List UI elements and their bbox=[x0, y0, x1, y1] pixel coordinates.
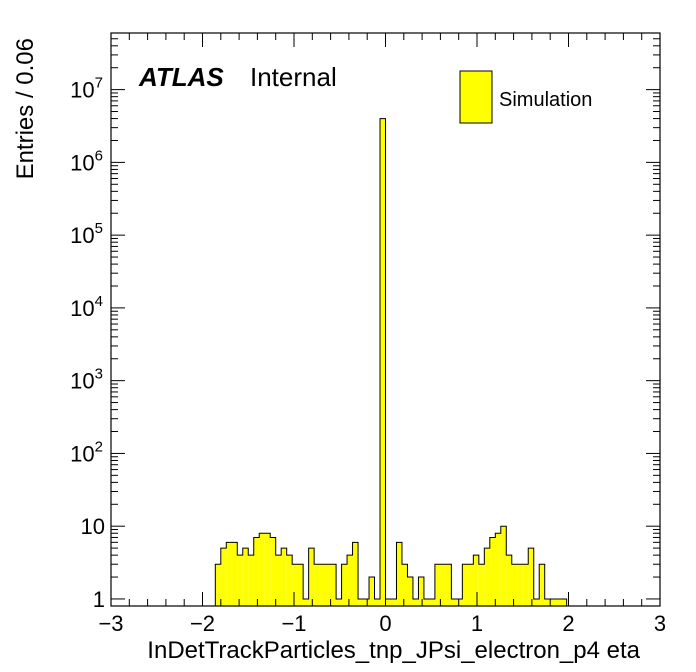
x-axis-title: InDetTrackParticles_tnp_JPsi_electron_p4… bbox=[147, 637, 640, 664]
histogram-bar bbox=[270, 537, 276, 606]
histogram-bar bbox=[451, 598, 457, 606]
histogram-bar bbox=[231, 542, 238, 606]
histogram-bar bbox=[506, 555, 512, 606]
histogram-bar bbox=[330, 564, 337, 606]
histogram-bar bbox=[423, 598, 430, 606]
histogram-bar bbox=[226, 542, 232, 606]
internal-label: Internal bbox=[250, 62, 337, 92]
histogram-bar bbox=[264, 533, 271, 606]
histogram-bar bbox=[473, 555, 479, 606]
histogram-bar bbox=[484, 548, 490, 606]
x-tick-label: −3 bbox=[98, 611, 123, 636]
histogram-bar bbox=[495, 533, 501, 606]
histogram-bar bbox=[561, 598, 567, 606]
histogram-bar bbox=[456, 598, 463, 606]
histogram-bar bbox=[390, 598, 397, 606]
y-tick-label: 105 bbox=[70, 220, 103, 248]
histogram-bar bbox=[358, 598, 364, 606]
x-tick-label: −2 bbox=[190, 611, 215, 636]
histogram-bar bbox=[281, 548, 287, 606]
histogram-bar bbox=[396, 542, 402, 606]
x-tick-labels: −3 −2 −1 0 1 2 3 bbox=[98, 611, 666, 636]
y-tick-label: 106 bbox=[70, 147, 103, 175]
histogram-bar bbox=[325, 564, 331, 606]
histogram-bar bbox=[550, 598, 556, 606]
histogram-bar bbox=[220, 548, 227, 606]
x-tick-label: 2 bbox=[562, 611, 574, 636]
histogram-bar bbox=[286, 555, 293, 606]
histogram-bar bbox=[347, 555, 353, 606]
histogram-bar bbox=[352, 542, 359, 606]
histogram-bar bbox=[528, 548, 534, 606]
histogram-bar bbox=[429, 598, 435, 606]
histogram-bar bbox=[237, 555, 243, 606]
histogram-bar bbox=[297, 564, 304, 606]
histogram-bar bbox=[533, 598, 540, 606]
histogram-bar bbox=[385, 598, 391, 606]
legend-label-simulation: Simulation bbox=[499, 89, 592, 111]
axis-ticks bbox=[110, 32, 661, 606]
histogram-bar bbox=[412, 598, 419, 606]
histogram-outline bbox=[214, 118, 568, 606]
y-tick-label: 102 bbox=[70, 438, 103, 466]
histogram-bar bbox=[248, 555, 254, 606]
histogram-bar bbox=[511, 564, 518, 606]
histogram-bar bbox=[522, 564, 529, 606]
histogram-bar bbox=[555, 598, 562, 606]
histogram-bar bbox=[369, 577, 375, 606]
histogram-bar bbox=[275, 555, 282, 606]
y-tick-label: 10 bbox=[81, 514, 105, 539]
histogram-bar bbox=[467, 564, 474, 606]
histogram-bar bbox=[292, 564, 298, 606]
histogram-bar bbox=[544, 598, 551, 606]
histogram-bar bbox=[374, 598, 381, 606]
y-tick-label: 107 bbox=[70, 75, 103, 103]
histogram-bar bbox=[440, 564, 446, 606]
histogram-bar bbox=[319, 564, 326, 606]
histogram-bar bbox=[308, 548, 315, 606]
histogram-bar bbox=[489, 537, 496, 606]
histogram-bar bbox=[341, 564, 348, 606]
y-axis-title: Entries / 0.06 bbox=[12, 38, 39, 179]
histogram-bar bbox=[401, 564, 408, 606]
histogram-bar bbox=[314, 564, 320, 606]
histogram-bar bbox=[434, 564, 441, 606]
y-tick-label: 104 bbox=[70, 293, 103, 321]
histogram-bar bbox=[363, 598, 370, 606]
histogram-bar bbox=[418, 577, 424, 606]
histogram-bar bbox=[380, 118, 386, 606]
histogram-bar bbox=[303, 598, 309, 606]
y-tick-label: 1 bbox=[93, 587, 105, 612]
legend: Simulation bbox=[459, 70, 592, 124]
histogram-bar bbox=[407, 577, 413, 606]
x-tick-label: 0 bbox=[379, 611, 391, 636]
y-tick-labels: 1 10 102 103 104 105 106 107 bbox=[70, 75, 105, 612]
x-tick-label: 1 bbox=[471, 611, 483, 636]
histogram-bar bbox=[462, 564, 468, 606]
atlas-label: ATLAS bbox=[138, 62, 224, 92]
histogram-bar bbox=[259, 533, 265, 606]
histogram-bar bbox=[445, 564, 452, 606]
histogram-bar bbox=[500, 526, 507, 606]
histogram-bar bbox=[336, 598, 342, 606]
histogram-bar bbox=[478, 564, 485, 606]
histogram-bar bbox=[539, 564, 545, 606]
histogram-bar bbox=[242, 548, 249, 606]
x-tick-label: −1 bbox=[281, 611, 306, 636]
histogram-bars bbox=[214, 118, 568, 606]
x-tick-label: 3 bbox=[654, 611, 666, 636]
y-tick-label: 103 bbox=[70, 366, 103, 394]
legend-swatch bbox=[459, 70, 493, 124]
histogram-bar bbox=[253, 537, 260, 606]
histogram-bar bbox=[215, 564, 221, 606]
histogram-bar bbox=[517, 564, 523, 606]
